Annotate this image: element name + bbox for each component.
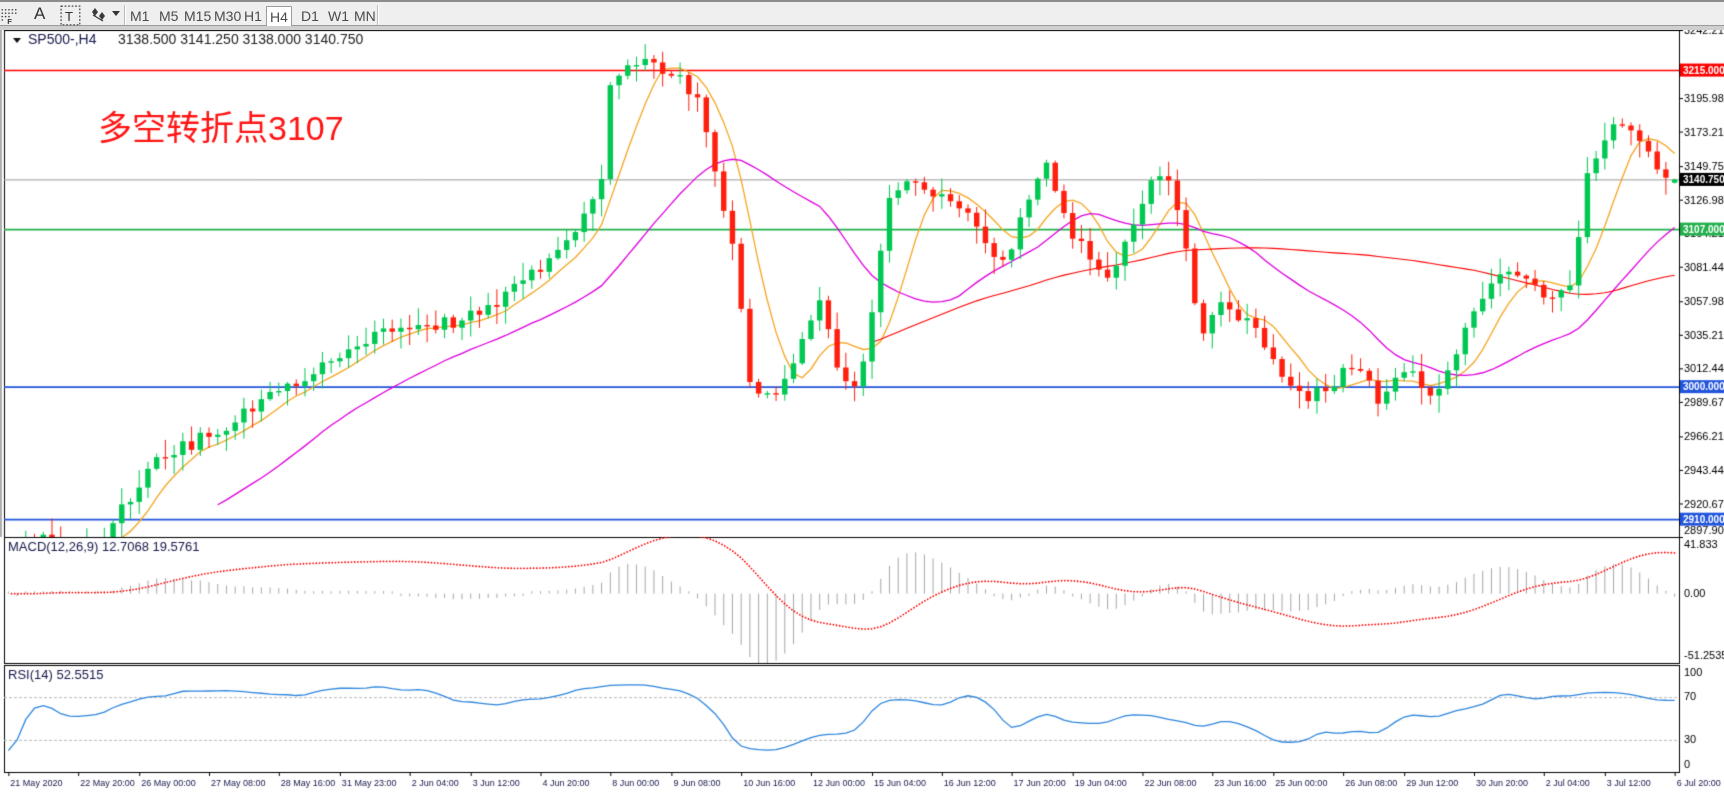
svg-text:T: T bbox=[65, 9, 73, 24]
svg-text:F: F bbox=[7, 17, 12, 26]
